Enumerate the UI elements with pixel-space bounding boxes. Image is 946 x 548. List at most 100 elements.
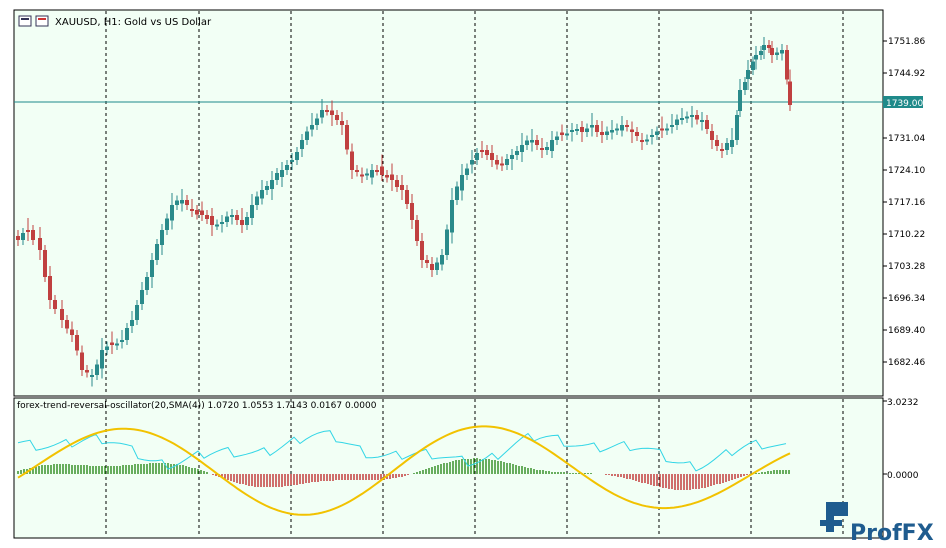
candle-body (405, 190, 409, 204)
candle-body (550, 140, 554, 151)
candle-body (395, 180, 399, 187)
indicator-label: forex-trend-reversal-oscillator(20,SMA(4… (17, 401, 377, 411)
window-icons[interactable] (18, 15, 49, 27)
candle-body (535, 140, 539, 145)
candle-body (743, 82, 747, 90)
candle-body (385, 175, 389, 178)
candle-body (100, 350, 104, 369)
candle-body (390, 174, 394, 180)
candle-body (510, 155, 514, 159)
candle-body (425, 260, 429, 263)
candle-body (220, 222, 224, 224)
candle-body (754, 55, 758, 60)
candle-body (330, 110, 334, 115)
watermark-icon (826, 502, 834, 532)
candle-body (751, 61, 755, 70)
candle-body (655, 131, 659, 135)
candle-body (585, 128, 589, 132)
candle-body (360, 174, 364, 177)
candle-body (545, 147, 549, 150)
candle-body (75, 335, 79, 351)
candle-body (195, 210, 199, 215)
chart-icon[interactable] (18, 15, 32, 27)
candle-body (210, 216, 214, 225)
candle-body (788, 81, 792, 105)
candle-body (715, 140, 719, 146)
candle-body (415, 220, 419, 241)
candle-body (435, 262, 439, 270)
indicator-axis-zero: 0.0000 (887, 471, 919, 481)
candle-body (445, 229, 449, 255)
candle-body (520, 145, 524, 152)
symbol-title: XAUUSD, H1: Gold vs US Dollar (55, 17, 212, 28)
candle-body (180, 200, 184, 204)
candle-body (240, 220, 244, 225)
candle-body (140, 290, 144, 304)
price-panel[interactable] (13, 9, 884, 397)
candle-body (625, 125, 629, 127)
candle-body (350, 151, 354, 170)
candle-body (770, 48, 774, 55)
candle-body (525, 140, 529, 145)
candle-body (460, 175, 464, 191)
candle-body (115, 343, 119, 346)
candle-body (475, 153, 479, 160)
candle-body (21, 233, 25, 240)
candle-body (490, 153, 494, 160)
candle-body (145, 277, 149, 290)
candle-body (540, 148, 544, 150)
watermark-text: ProfFX (850, 521, 934, 546)
candle-body (250, 205, 254, 218)
price-axis-label: 1703.28 (888, 262, 925, 272)
candle-body (375, 170, 379, 172)
candle-body (16, 236, 20, 240)
candle-body (780, 50, 784, 54)
candle-body (580, 127, 584, 132)
price-axis-label: 1710.22 (888, 230, 925, 240)
candle-body (380, 166, 384, 175)
candle-body (700, 120, 704, 122)
candle-body (285, 165, 289, 170)
candle-body (615, 128, 619, 131)
candle-body (670, 125, 674, 127)
candle-body (735, 115, 739, 140)
candle-body (325, 110, 329, 112)
chart-icon-alt[interactable] (35, 15, 49, 27)
price-axis-label: 1689.40 (888, 326, 925, 336)
candle-body (155, 244, 159, 260)
candle-body (785, 50, 789, 80)
candle-body (280, 170, 284, 177)
candle-body (738, 90, 742, 111)
candle-body (620, 125, 624, 131)
candle-body (335, 115, 339, 120)
candle-body (120, 340, 124, 342)
candle-body (365, 173, 369, 176)
candle-body (410, 203, 414, 220)
candle-body (455, 186, 459, 200)
candle-body (65, 320, 69, 329)
candle-body (500, 163, 504, 166)
candle-body (710, 131, 714, 140)
candle-body (590, 125, 594, 128)
candle-body (225, 216, 229, 222)
candle-body (560, 132, 564, 135)
candle-body (305, 131, 309, 140)
oscillator-cyan-line (17, 430, 787, 472)
price-axis-label: 1696.34 (888, 294, 925, 304)
candle-body (215, 224, 219, 227)
candle-body (515, 151, 519, 155)
candle-body (260, 190, 264, 199)
candle-body (130, 320, 134, 326)
candle-body (640, 140, 644, 142)
candle-body (235, 215, 239, 220)
candle-body (665, 128, 669, 131)
candle-body (570, 130, 574, 132)
candle-body (175, 200, 179, 205)
candle-body (660, 128, 664, 131)
candle-body (762, 45, 766, 50)
candle-body (775, 52, 779, 55)
candle-body (695, 115, 699, 120)
candle-body (53, 300, 57, 309)
candle-body (505, 159, 509, 165)
